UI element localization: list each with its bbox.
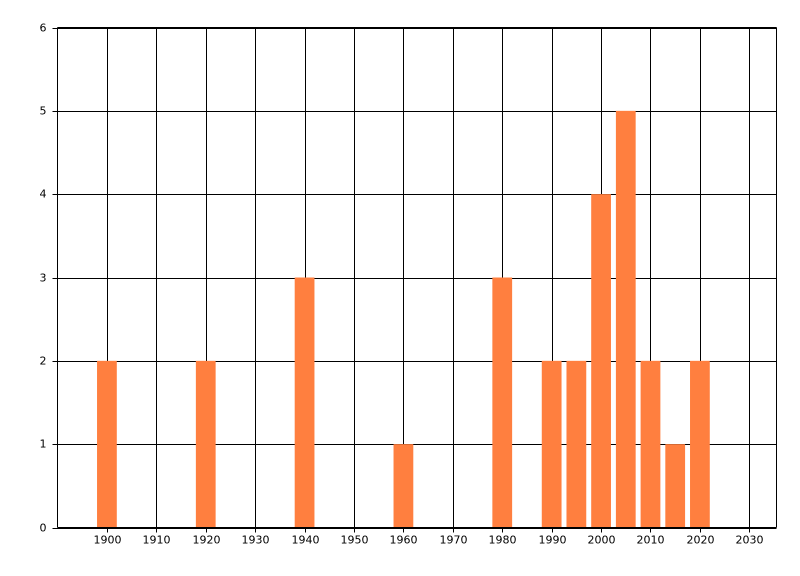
bar xyxy=(393,444,414,528)
bar xyxy=(615,110,636,528)
bar xyxy=(195,360,216,528)
y-tick-label: 0 xyxy=(40,522,47,535)
bar xyxy=(541,360,562,528)
x-tick-label: 1970 xyxy=(440,534,468,547)
y-tick-label: 3 xyxy=(40,272,47,285)
x-tick-label: 2010 xyxy=(637,534,665,547)
bar xyxy=(665,444,686,528)
x-tick-label: 1930 xyxy=(242,534,270,547)
bar xyxy=(566,360,587,528)
bar xyxy=(690,360,710,528)
y-tick-label: 1 xyxy=(40,438,47,451)
y-tick-label: 4 xyxy=(40,188,47,201)
bar xyxy=(492,277,513,528)
x-tick-label: 1900 xyxy=(94,534,122,547)
bar xyxy=(640,360,661,528)
x-tick-label: 1920 xyxy=(193,534,221,547)
bar xyxy=(294,277,315,528)
y-tick-label: 5 xyxy=(40,105,47,118)
bar xyxy=(97,360,117,528)
y-tick-label: 2 xyxy=(40,355,47,368)
x-tick-label: 2000 xyxy=(588,534,616,547)
y-tick-label: 6 xyxy=(40,22,47,35)
x-tick-label: 2020 xyxy=(687,534,715,547)
x-tick-label: 1960 xyxy=(390,534,418,547)
x-tick-label: 1990 xyxy=(539,534,567,547)
x-tick-label: 1950 xyxy=(341,534,369,547)
x-tick-label: 1980 xyxy=(489,534,517,547)
x-tick-label: 1910 xyxy=(143,534,171,547)
bar xyxy=(591,194,611,528)
x-tick-label: 2030 xyxy=(736,534,764,547)
x-tick-label: 1940 xyxy=(292,534,320,547)
